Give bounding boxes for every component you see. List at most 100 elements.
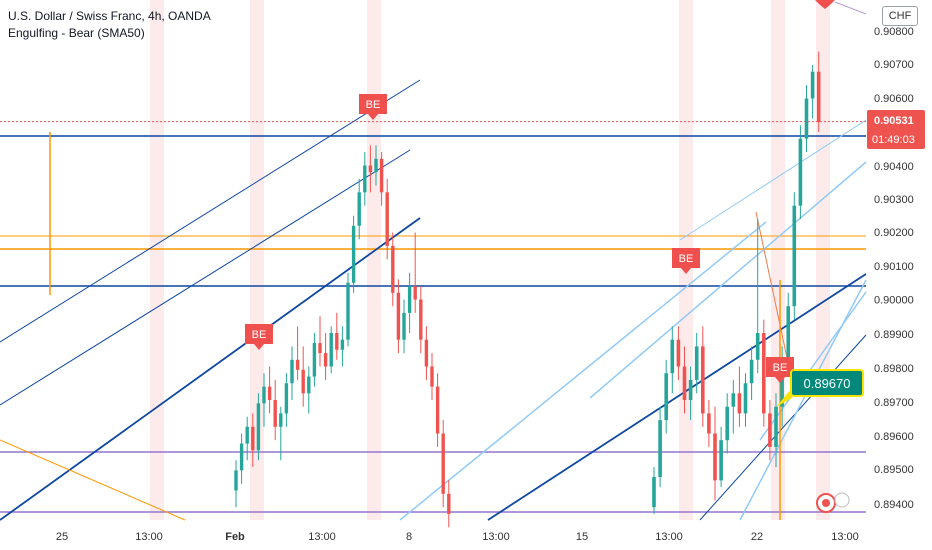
- candle-body: [792, 205, 797, 307]
- bear-candle[interactable]: [295, 326, 300, 380]
- candle-body: [755, 333, 760, 360]
- bear-candle[interactable]: [273, 379, 277, 441]
- be-marker[interactable]: BE: [245, 324, 273, 350]
- bear-candle[interactable]: [816, 51, 821, 132]
- bull-candle[interactable]: [774, 393, 778, 467]
- bull-candle[interactable]: [402, 299, 406, 354]
- candle-body: [749, 359, 754, 384]
- bear-candle[interactable]: [391, 232, 395, 307]
- candle-body: [419, 299, 423, 340]
- bull-candle[interactable]: [407, 272, 412, 333]
- be-marker-partial[interactable]: [815, 0, 835, 9]
- bear-candle[interactable]: [424, 326, 429, 380]
- bear-candle[interactable]: [447, 480, 451, 528]
- currency-badge[interactable]: CHF: [882, 6, 918, 26]
- bull-candle[interactable]: [374, 145, 378, 186]
- bull-candle[interactable]: [664, 359, 668, 434]
- be-marker[interactable]: BE: [359, 94, 387, 120]
- bull-candle[interactable]: [351, 215, 356, 293]
- bear-candle[interactable]: [676, 326, 681, 380]
- bull-candle[interactable]: [743, 373, 748, 427]
- bear-candle[interactable]: [368, 145, 373, 193]
- be-marker-shape: [245, 324, 273, 350]
- session-band: [367, 0, 381, 520]
- bear-candle[interactable]: [737, 366, 742, 427]
- bull-candle[interactable]: [731, 379, 736, 434]
- bull-candle[interactable]: [749, 346, 754, 400]
- be-marker[interactable]: BE: [766, 357, 794, 383]
- price-tick-label: 0.90600: [874, 93, 914, 105]
- bull-candle[interactable]: [694, 333, 699, 394]
- candle-body: [239, 443, 244, 471]
- bear-candle[interactable]: [413, 232, 417, 313]
- light-blue-line: [679, 119, 867, 241]
- bear-candle[interactable]: [419, 286, 423, 354]
- time-tick-label: 13:00: [135, 531, 163, 543]
- session-band: [250, 0, 264, 520]
- bull-candle[interactable]: [307, 366, 311, 414]
- time-tick-label: Feb: [225, 531, 245, 543]
- bear-candle[interactable]: [318, 316, 322, 367]
- bull-candle[interactable]: [284, 373, 289, 427]
- bear-candle[interactable]: [251, 413, 255, 467]
- bull-candle[interactable]: [658, 406, 662, 488]
- bull-candle[interactable]: [245, 416, 249, 461]
- horizontal-levels: [0, 121, 866, 513]
- bull-candle[interactable]: [290, 346, 294, 400]
- price-tick-label: 0.89500: [874, 464, 914, 476]
- bull-candle[interactable]: [670, 326, 675, 394]
- bear-candle[interactable]: [441, 420, 445, 508]
- bear-candle[interactable]: [435, 373, 440, 447]
- candle-body: [267, 386, 272, 400]
- bear-candle[interactable]: [323, 333, 328, 380]
- bull-candle[interactable]: [262, 373, 266, 427]
- bull-candle[interactable]: [810, 65, 815, 119]
- bull-candle[interactable]: [804, 85, 809, 153]
- bull-candle[interactable]: [346, 272, 350, 347]
- candle-body: [318, 343, 322, 354]
- price-callout[interactable]: 0.89670: [776, 369, 864, 407]
- bull-candle[interactable]: [688, 366, 693, 421]
- bull-candle[interactable]: [329, 326, 333, 374]
- bull-candle[interactable]: [755, 219, 760, 374]
- bear-candle[interactable]: [396, 279, 401, 354]
- bull-candle[interactable]: [363, 152, 367, 206]
- candle-body: [323, 353, 328, 367]
- bull-candle[interactable]: [256, 393, 261, 461]
- bear-candle[interactable]: [385, 178, 389, 260]
- candle-body: [301, 369, 305, 394]
- bear-candle[interactable]: [707, 400, 711, 447]
- bear-candle[interactable]: [762, 319, 766, 427]
- be-marker[interactable]: BE: [672, 248, 700, 274]
- bear-candle[interactable]: [267, 366, 272, 414]
- price-tick-label: 0.90300: [874, 194, 914, 206]
- bear-candle[interactable]: [301, 346, 305, 407]
- bull-candle[interactable]: [357, 178, 361, 240]
- bull-candle[interactable]: [279, 406, 283, 461]
- candle-body: [441, 433, 445, 494]
- time-tick-label: 13:00: [482, 531, 510, 543]
- chart-legend: U.S. Dollar / Swiss Franc, 4h, OANDA Eng…: [8, 8, 211, 42]
- candle-body: [374, 158, 378, 173]
- bear-candle[interactable]: [379, 152, 384, 206]
- bull-candle[interactable]: [719, 426, 723, 488]
- bull-candle[interactable]: [798, 125, 803, 220]
- bear-candle[interactable]: [701, 326, 705, 427]
- bull-candle[interactable]: [234, 460, 238, 508]
- bull-candle[interactable]: [312, 333, 317, 387]
- bear-candle[interactable]: [430, 353, 434, 400]
- candle-body: [810, 71, 815, 99]
- bull-candle[interactable]: [725, 393, 729, 454]
- bull-candle[interactable]: [792, 192, 797, 320]
- bear-candle[interactable]: [713, 406, 717, 501]
- current-price-bg: [867, 110, 925, 149]
- bull-candle[interactable]: [239, 433, 244, 484]
- alert-icons[interactable]: [816, 492, 850, 513]
- candle-body: [329, 333, 333, 367]
- bull-candle[interactable]: [652, 467, 656, 514]
- bear-candle[interactable]: [335, 312, 339, 360]
- bear-candle[interactable]: [768, 400, 772, 461]
- bear-candle[interactable]: [682, 346, 687, 414]
- bull-candle[interactable]: [340, 326, 345, 367]
